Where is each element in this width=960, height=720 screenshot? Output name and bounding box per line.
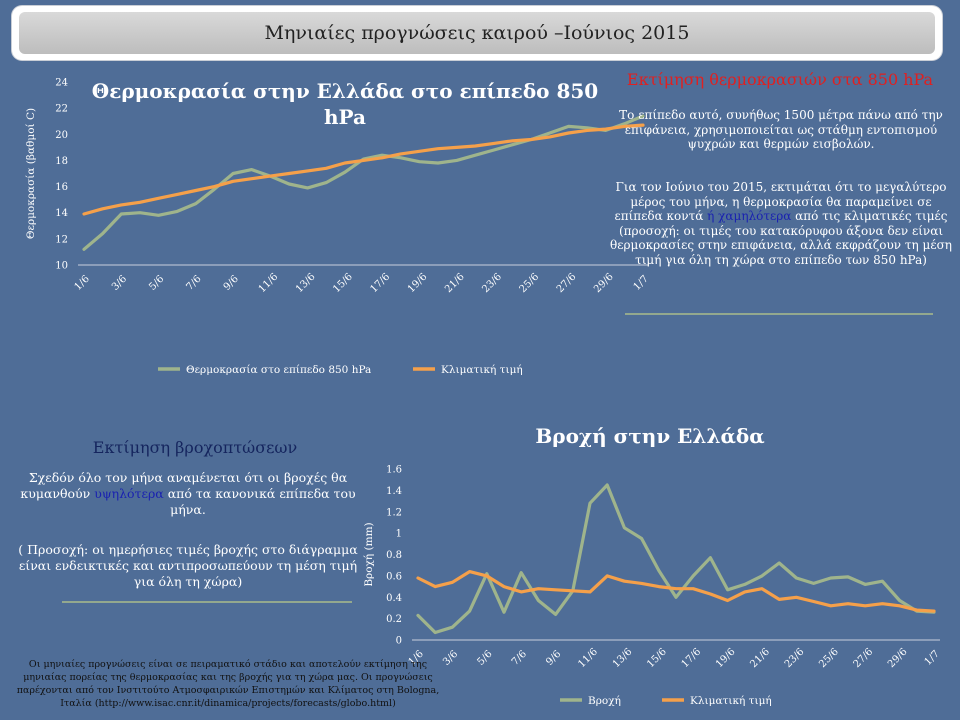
rain-y-tick-label: 0.4 <box>386 593 402 604</box>
rain-note-text-b: από τα κανονικά επίπεδα του μήνα. <box>163 486 356 517</box>
temperature-note-paragraph-1: Το επίπεδο αυτό, συνήθως 1500 μέτρα πάνω… <box>619 108 943 151</box>
rain-x-tick-label: 5/6 <box>475 649 494 668</box>
temperature-note-highlight: ή χαμηλότερα <box>707 209 792 223</box>
rain-chart-title: Βροχή στην Ελλάδα <box>535 424 765 448</box>
rain-x-tick-label: 15/6 <box>645 646 669 670</box>
rain-x-tick-label: 13/6 <box>611 646 635 670</box>
rain-series-forecast-line <box>416 483 936 635</box>
rain-x-tick-label: 7/6 <box>510 649 529 668</box>
rain-x-tick-label: 27/6 <box>852 646 876 670</box>
rain-note-title: Εκτίμηση βροχοπτώσεων <box>92 438 298 457</box>
rain-note-text-a: Σχεδόν όλο τον μήνα αναμένεται ότι οι βρ… <box>20 470 348 501</box>
footer-disclaimer: Οι μηνιαίες προγνώσεις είναι σε πειραματ… <box>16 659 440 709</box>
temperature-legend-label-0: Θερμοκρασία στο επίπεδο 850 hPa <box>186 363 371 376</box>
rain-legend-label-1: Κλιματική τιμή <box>690 694 772 707</box>
rain-y-tick-label: 0 <box>396 636 402 647</box>
rain-note-paragraph-2: ( Προσοχή: οι ημερήσιες τιμές βροχής στο… <box>18 542 358 589</box>
rain-y-tick-label: 0.2 <box>386 614 402 625</box>
rain-x-tick-label: 25/6 <box>817 646 841 670</box>
temperature-legend-label-1: Κλιματική τιμή <box>441 363 523 376</box>
rain-series-climate-line <box>416 569 936 613</box>
title-banner-inner: Μηνιαίες προγνώσεις καιρού –Ιούνιος 2015 <box>19 12 935 54</box>
rain-x-tick-label: 29/6 <box>886 646 910 670</box>
page-title: Μηνιαίες προγνώσεις καιρού –Ιούνιος 2015 <box>264 22 690 44</box>
rain-y-tick-label: 0.8 <box>386 550 402 561</box>
temperature-y-tick-label: 22 <box>55 104 68 115</box>
temperature-y-tick-label: 12 <box>55 234 68 245</box>
temperature-y-tick-label: 18 <box>55 156 68 167</box>
temperature-note-caveat: (προσοχή: οι τιμές του κατακόρυφου άξονα… <box>610 223 952 267</box>
rain-y-tick-label: 0.6 <box>386 571 402 582</box>
temperature-y-tick-label: 24 <box>55 78 68 89</box>
rain-y-tick-label: 1.4 <box>386 486 402 497</box>
temperature-note-text-b: από τις κλιματικές τιμές <box>791 209 948 223</box>
rain-y-axis-label: Βροχή (mm) <box>362 522 375 586</box>
rain-y-tick-label: 1.2 <box>386 507 402 518</box>
temperature-y-tick-label: 14 <box>55 208 68 219</box>
rain-x-tick-label: 1/7 <box>923 649 942 668</box>
temperature-y-tick-label: 10 <box>55 261 68 272</box>
rain-note-paragraph-1: Σχεδόν όλο τον μήνα αναμένεται ότι οι βρ… <box>10 470 366 518</box>
rain-x-tick-label: 21/6 <box>748 646 772 670</box>
rain-x-tick-label: 9/6 <box>544 649 563 668</box>
rain-x-tick-label: 11/6 <box>576 646 600 670</box>
rain-x-tick-label: 23/6 <box>783 646 807 670</box>
rain-y-tick-label: 1.6 <box>386 465 402 476</box>
temperature-chart-title: Θερμοκρασία στην Ελλάδα στο επίπεδο 850 … <box>91 79 599 129</box>
rain-x-tick-label: 19/6 <box>714 646 738 670</box>
temperature-note-text-a: Για τον Ιούνιο του 2015, εκτιμάται ότι τ… <box>614 180 947 223</box>
rain-note-highlight: υψηλότερα <box>94 486 164 501</box>
temperature-note-divider <box>625 313 933 315</box>
temperature-y-tick-label: 20 <box>55 130 68 141</box>
temperature-note-title: Εκτίμηση θερμοκρασιών στα 850 hPa <box>626 70 934 89</box>
rain-note-divider <box>62 601 352 603</box>
temperature-y-axis-label: Θερμοκρασία (βαθμοί C) <box>24 108 37 239</box>
temperature-y-tick-label: 16 <box>55 182 68 193</box>
rain-y-tick-label: 1 <box>396 529 402 540</box>
rain-x-tick-label: 17/6 <box>680 646 704 670</box>
temperature-series-climate-line <box>82 123 645 216</box>
temperature-note-paragraph-2: Για τον Ιούνιο του 2015, εκτιμάται ότι τ… <box>608 180 954 267</box>
title-banner: Μηνιαίες προγνώσεις καιρού –Ιούνιος 2015 <box>12 6 942 60</box>
rain-legend-label-0: Βροχή <box>588 694 621 707</box>
